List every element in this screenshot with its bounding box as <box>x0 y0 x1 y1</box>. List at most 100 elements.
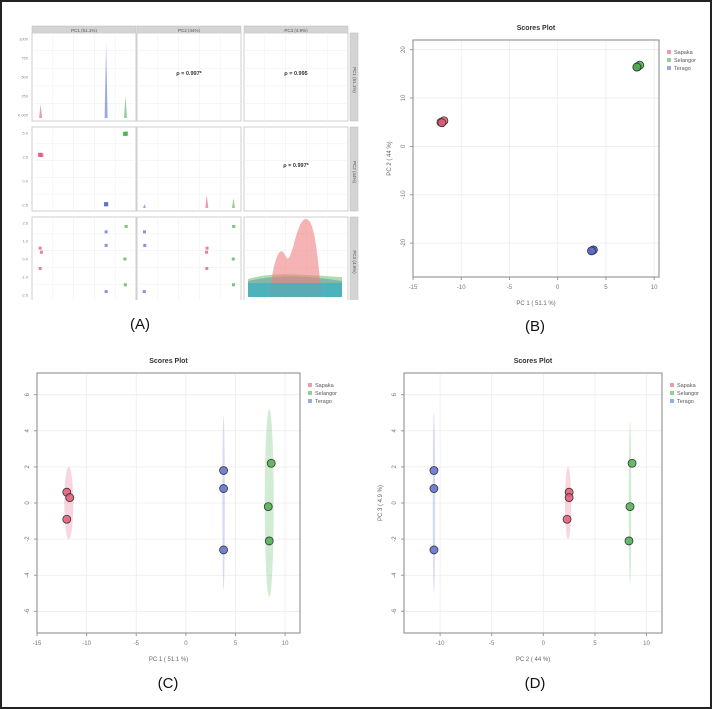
pairs-point-terago <box>143 243 147 247</box>
row-tick-label: 250 <box>21 94 28 99</box>
density-spike-sapaka <box>205 195 209 208</box>
data-point-sapaka <box>62 514 72 524</box>
strip-top-label: PC1 (51.1%) <box>71 28 97 33</box>
strip-right <box>349 126 359 212</box>
row-tick-label: 0.0 <box>22 257 28 262</box>
pairs-cell <box>243 32 349 122</box>
strip-right-label: PC2 (44%) <box>352 161 357 184</box>
data-point-selangor <box>266 458 276 468</box>
strip-top-label: PC3 (4.9%) <box>284 28 308 33</box>
legend-label-sapaka: Sapaka <box>674 50 694 56</box>
plot-border <box>412 39 660 278</box>
pairs-cell <box>31 126 137 212</box>
y-tick-label: 4 <box>25 428 31 432</box>
panel-b-scores-plot: Scores Plot -15 -10 -5 0 5 10 20 10 0 -10 -20 PC 1 (… <box>387 25 696 307</box>
y-tick-label: -2 <box>392 536 398 542</box>
panel-d-scores-plot: Scores Plot -10 -5 0 5 10 6 4 2 0 -2 -4 -6 PC 2 ( 44 … <box>378 358 699 663</box>
confidence-ellipse-terago <box>222 416 225 590</box>
y-tick-label: 20 <box>401 46 407 53</box>
chart-title: Scores Plot <box>149 358 188 365</box>
pairs-point-selangor <box>124 224 128 228</box>
data-point-terago <box>429 466 439 475</box>
density-spike-terago <box>143 204 147 208</box>
row-tick-label: 0.0 <box>22 179 28 184</box>
data-point-selangor <box>263 502 273 512</box>
legend-swatch-sapaka <box>667 50 671 54</box>
panel-c-scores-plot: Scores Plot -15 -10 -5 0 5 10 6 4 2 0 -2 -4 -6 PC 1 ( … <box>25 358 337 663</box>
pairs-point-sapaka <box>38 246 42 250</box>
x-tick-label: 0 <box>542 641 546 647</box>
data-point-terago <box>219 466 228 475</box>
correlation-label: ρ = 0.997* <box>283 163 309 169</box>
density-overlap-area <box>248 283 342 297</box>
legend-label-terago: Terago <box>315 399 332 405</box>
legend-label-terago: Terago <box>677 399 694 405</box>
x-tick-label: 5 <box>604 285 608 291</box>
confidence-ellipse-sapaka <box>64 466 74 540</box>
data-point-terago <box>429 484 439 493</box>
row-tick-label: 500 <box>21 75 28 80</box>
pairs-cell <box>243 126 349 212</box>
x-tick-label: 5 <box>234 641 238 647</box>
y-tick-label: 4 <box>392 428 398 432</box>
row-tick-label: 2.5 <box>22 155 28 160</box>
pairs-cell <box>31 32 137 122</box>
pairs-point-terago <box>104 243 108 247</box>
x-axis-label: PC 1 ( 51.1 %) <box>516 301 555 307</box>
pairs-point-terago <box>104 290 108 294</box>
pairs-point-sapaka <box>38 152 43 157</box>
y-tick-label: 2 <box>392 465 398 469</box>
pairs-point-selangor <box>231 283 235 287</box>
data-point-sapaka <box>437 118 447 128</box>
pairs-point-terago <box>104 230 108 234</box>
data-point-selangor <box>624 536 634 546</box>
y-tick-label: -10 <box>401 190 407 199</box>
correlation-label: ρ = 0.997* <box>176 71 202 77</box>
density-spike-selangor <box>123 96 127 118</box>
x-tick-label: 5 <box>593 641 597 647</box>
pairs-point-sapaka <box>205 267 209 270</box>
correlation-label: ρ = 0.995 <box>284 71 307 77</box>
x-tick-label: 0 <box>184 641 188 647</box>
data-point-sapaka <box>564 493 574 502</box>
strip-right <box>349 216 359 300</box>
panel-label-c: (C) <box>157 675 179 692</box>
legend-swatch-terago <box>670 399 674 403</box>
data-point-sapaka <box>65 493 75 502</box>
pairs-point-selangor <box>232 224 236 228</box>
data-point-selangor <box>632 62 642 72</box>
x-tick-label: -10 <box>82 641 91 647</box>
legend-label-sapaka: Sapaka <box>315 383 335 389</box>
row-tick-label: -1.0 <box>21 275 29 280</box>
x-tick-label: -5 <box>134 641 140 647</box>
y-tick-label: -4 <box>25 572 31 578</box>
panel-label-d: (D) <box>524 675 546 692</box>
y-tick-label: 10 <box>401 94 407 101</box>
y-tick-label: 0 <box>401 144 407 148</box>
pairs-point-sapaka <box>205 250 209 254</box>
chart-title: Scores Plot <box>514 358 553 365</box>
data-point-selangor <box>625 502 635 512</box>
y-tick-label: 6 <box>25 392 31 396</box>
row-tick-label: 0.000 <box>18 113 29 118</box>
data-point-sapaka <box>562 514 572 524</box>
row-tick-label: 1.0 <box>22 239 28 244</box>
pairs-point-selangor <box>123 257 127 261</box>
chart-title: Scores Plot <box>517 25 556 32</box>
pairs-point-sapaka <box>39 250 43 254</box>
x-tick-label: 0 <box>556 285 560 291</box>
legend-swatch-selangor <box>670 391 674 395</box>
legend-label-terago: Terago <box>674 66 691 72</box>
legend-swatch-sapaka <box>308 383 312 387</box>
y-tick-label: 0 <box>392 501 398 505</box>
x-tick-label: -10 <box>436 641 445 647</box>
density-spike-sapaka <box>39 104 43 118</box>
data-point-terago <box>587 246 596 256</box>
panel-a-pairs-plot: PC1 (51.1%) PC2 (44%) PC3 (4.9%) PC1 (51.1%… <box>18 25 359 300</box>
pairs-cell <box>136 126 242 212</box>
legend-label-selangor: Selangor <box>315 391 337 397</box>
density-spike-selangor <box>231 198 235 208</box>
pairs-cell <box>136 32 242 122</box>
x-tick-label: -15 <box>409 285 418 291</box>
x-axis-label: PC 1 ( 51.1 %) <box>149 657 188 663</box>
